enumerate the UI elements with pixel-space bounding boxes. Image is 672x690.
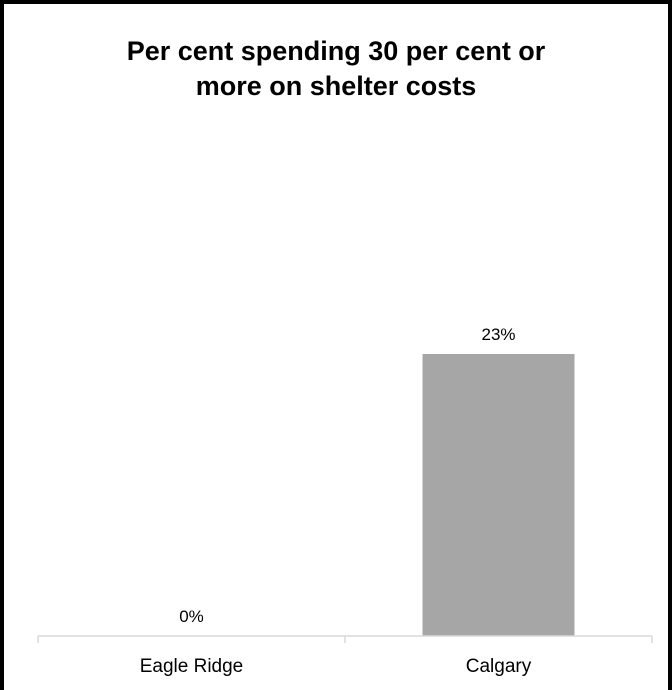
data-label: 23% <box>481 325 515 344</box>
bar-calgary <box>422 354 575 636</box>
x-tick-label: Eagle Ridge <box>140 656 244 677</box>
data-label: 0% <box>179 607 204 626</box>
chart-title-line-1: Per cent spending 30 per cent or <box>126 36 546 66</box>
x-tick-label: Calgary <box>466 656 532 677</box>
chart-title-line-2: more on shelter costs <box>195 71 477 101</box>
chart-title: Per cent spending 30 per cent or more on… <box>0 34 672 104</box>
